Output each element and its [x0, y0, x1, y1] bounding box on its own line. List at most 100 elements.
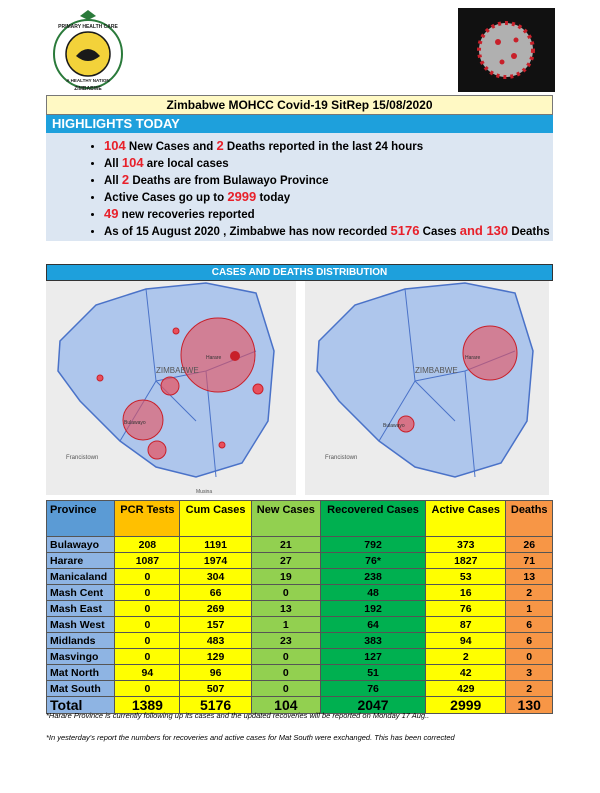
death-circle [462, 325, 518, 381]
map-label: Bulawayo [124, 420, 146, 426]
case-circle [172, 327, 180, 335]
table-cell: 0 [114, 600, 181, 617]
province-name: Masvingo [45, 648, 116, 665]
map-label: Francistown [66, 455, 98, 461]
table-cell: 483 [179, 632, 252, 649]
logo-bird [80, 10, 96, 20]
table-cell: 0 [250, 664, 321, 681]
case-circle [160, 376, 180, 396]
logo-text: ZIMBABWE [74, 86, 102, 92]
table-cell: 23 [250, 632, 321, 649]
province-name: Mat South [45, 680, 116, 697]
table-cell: 94 [114, 664, 181, 681]
table-cell: 0 [114, 616, 181, 633]
table-cell: 373 [425, 536, 507, 553]
column-header: PCR Tests [114, 500, 181, 537]
case-circle [96, 374, 104, 382]
table-cell: 429 [425, 680, 507, 697]
maps: ZIMBABWE Francistown Harare Bulawayo Mus… [46, 281, 549, 495]
highlight-text: Deaths are from Bulawayo Province [129, 175, 329, 187]
table-cell: 1191 [179, 536, 252, 553]
highlight-item: All 2 Deaths are from Bulawayo Province [104, 171, 553, 188]
table-cell: 0 [250, 680, 321, 697]
map-label: ZIMBABWE [415, 366, 458, 375]
table-row: Mash Cent 0 66 0 48 16 2 [45, 584, 553, 601]
table-cell: 2999 [425, 696, 507, 714]
table-cell: 0 [114, 680, 181, 697]
table-cell: 104 [250, 696, 321, 714]
highlight-text: Deaths [508, 226, 550, 238]
table-cell: 130 [505, 696, 553, 714]
table-cell: 21 [250, 536, 321, 553]
case-circle [218, 441, 226, 449]
table-cell: 192 [319, 600, 427, 617]
column-header: Recovered Cases [319, 500, 427, 537]
table-row: Total 1389 5176 104 2047 2999 130 [45, 696, 553, 714]
table-cell: 66 [179, 584, 252, 601]
table-cell: 238 [319, 568, 427, 585]
highlight-number: 104 [121, 155, 144, 170]
province-name: Total [45, 696, 116, 714]
table-cell: 13 [505, 568, 553, 585]
table-row: Manicaland 0 304 19 238 53 13 [45, 568, 553, 585]
table-row: Mash East 0 269 13 192 76 1 [45, 600, 553, 617]
province-name: Harare [45, 552, 116, 569]
table-cell: 2 [425, 648, 507, 665]
highlights-title: HIGHLIGHTS TODAY [46, 115, 553, 133]
logo: PRIMARY HEALTH CARE A HEALTHY NATION ZIM… [46, 8, 130, 92]
table-cell: 2 [505, 680, 553, 697]
highlight-text: Deaths reported in the last 24 hours [223, 141, 424, 153]
table-cell: 2 [505, 584, 553, 601]
province-name: Mash Cent [45, 584, 116, 601]
footnote: *Harare Province is currently following … [46, 711, 430, 720]
highlight-text: today [256, 192, 291, 204]
highlight-text: Cases [419, 226, 460, 238]
table-cell: 0 [250, 648, 321, 665]
footnote: *In yesterday's report the numbers for r… [46, 733, 455, 742]
map-label: Musina [196, 489, 212, 495]
highlights-list: 104 New Cases and 2 Deaths reported in t… [46, 133, 553, 241]
table-cell: 3 [505, 664, 553, 681]
highlight-number: 2999 [227, 189, 257, 204]
table-cell: 13 [250, 600, 321, 617]
table-cell: 26 [505, 536, 553, 553]
table-cell: 53 [425, 568, 507, 585]
logo-emblem [76, 49, 100, 61]
column-header: Deaths [505, 500, 553, 537]
highlight-text: Active Cases go up to [104, 192, 228, 204]
table-cell: 304 [179, 568, 252, 585]
table-cell: 27 [250, 552, 321, 569]
table-cell: 16 [425, 584, 507, 601]
table-row: Harare 1087 1974 27 76* 1827 71 [45, 552, 553, 569]
table-cell: 0 [114, 568, 181, 585]
table-cell: 71 [505, 552, 553, 569]
table-cell: 76 [425, 600, 507, 617]
table-cell: 76* [319, 552, 427, 569]
case-circle [147, 440, 167, 460]
table-cell: 269 [179, 600, 252, 617]
province-borders [378, 288, 516, 478]
province-name: Mash West [45, 616, 116, 633]
table-cell: 507 [179, 680, 252, 697]
table-row: Mat North 94 96 0 51 42 3 [45, 664, 553, 681]
table-cell: 19 [250, 568, 321, 585]
highlight-item: 49 new recoveries reported [104, 205, 553, 222]
case-circle [230, 351, 240, 361]
table-row: Mat South 0 507 0 76 429 2 [45, 680, 553, 697]
table-cell: 129 [179, 648, 252, 665]
table-cell: 87 [425, 616, 507, 633]
highlight-text: new recoveries reported [118, 209, 255, 221]
province-name: Bulawayo [45, 536, 116, 553]
report-title: Zimbabwe MOHCC Covid-19 SitRep 15/08/202… [46, 95, 553, 115]
table-cell: 792 [319, 536, 427, 553]
logo-text: PRIMARY HEALTH CARE [58, 24, 118, 30]
table-cell: 383 [319, 632, 427, 649]
cases-table: Province PCR Tests Cum Cases New Cases Recov… [45, 500, 553, 714]
table-cell: 1 [250, 616, 321, 633]
province-name: Midlands [45, 632, 116, 649]
table-cell: 1 [505, 600, 553, 617]
highlight-text: All [104, 175, 122, 187]
table-cell: 0 [114, 632, 181, 649]
table-cell: 208 [114, 536, 181, 553]
